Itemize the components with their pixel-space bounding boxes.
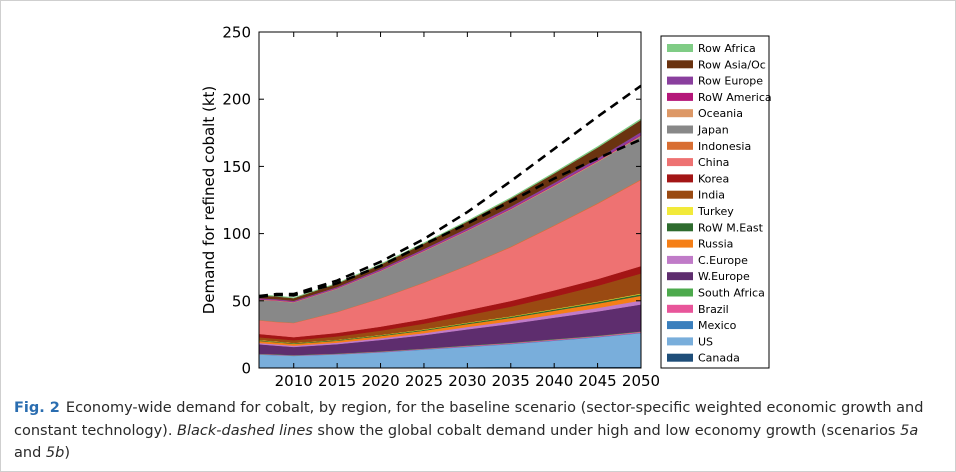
caption-scenario-a: 5a	[900, 422, 919, 439]
legend-label: RoW M.East	[698, 221, 764, 234]
legend-swatch	[667, 272, 693, 281]
y-axis-label: Demand for refined cobalt (kt)	[200, 86, 218, 315]
x-tick-label: 2035	[492, 372, 530, 390]
legend-label: Brazil	[698, 303, 729, 316]
y-tick-label: 250	[222, 24, 251, 42]
legend-label: RoW America	[698, 91, 772, 104]
legend-label: China	[698, 156, 729, 169]
legend-swatch	[667, 174, 693, 183]
legend-label: W.Europe	[698, 270, 750, 283]
x-tick-label: 2025	[405, 372, 443, 390]
legend-label: US	[698, 335, 713, 348]
legend-label: Oceania	[698, 107, 743, 120]
legend-label: Canada	[698, 352, 740, 365]
legend-label: Turkey	[697, 205, 734, 218]
legend-swatch	[667, 60, 693, 69]
caption-and: and	[14, 445, 46, 461]
plot-border	[258, 31, 642, 369]
legend-swatch	[667, 337, 693, 346]
dashed-line-high	[259, 84, 641, 298]
legend-swatch	[667, 158, 693, 167]
legend-label: India	[698, 189, 725, 202]
y-tick-label: 100	[222, 225, 251, 243]
y-tick-label: 150	[222, 158, 251, 176]
scenario-dashed-lines	[259, 84, 641, 299]
legend-swatch	[667, 141, 693, 150]
legend-label: Indonesia	[698, 140, 751, 153]
caption-text-1: Economy-wide demand for cobalt, by regio…	[14, 400, 924, 439]
legend-label: Row Asia/Oc	[698, 58, 766, 71]
x-tick-label: 2010	[275, 372, 313, 390]
x-tick-label: 2030	[448, 372, 486, 390]
stacked-area-chart: 0 50 100 150 200 250 2010 2015 2020 2025 2030 2035…	[200, 24, 772, 391]
legend-label: Mexico	[698, 319, 737, 332]
legend-swatch	[667, 223, 693, 232]
y-axis-ticks: 0 50 100 150 200 250	[222, 24, 641, 378]
legend-label: Korea	[698, 172, 729, 185]
legend-label: Row Europe	[698, 75, 763, 88]
area-layers	[259, 118, 641, 368]
caption-end: )	[64, 445, 70, 461]
legend-swatch	[667, 125, 693, 134]
legend-swatch	[667, 207, 693, 215]
legend-swatch	[667, 353, 693, 362]
legend-label: Row Africa	[698, 42, 756, 55]
legend-label: C.Europe	[698, 254, 748, 267]
legend-swatch	[667, 190, 693, 199]
x-axis-ticks: 2010 2015 2020 2025 2030 2035 2040 2045 2050	[275, 32, 660, 390]
x-tick-label: 2040	[535, 372, 573, 390]
y-tick-label: 50	[232, 292, 251, 310]
legend-label: Japan	[697, 124, 729, 137]
x-tick-label: 2020	[361, 372, 399, 390]
figure-label: Fig. 2	[14, 400, 60, 416]
x-tick-label: 2015	[318, 372, 356, 390]
dashed-line-low	[259, 138, 641, 299]
legend-swatch	[667, 92, 693, 101]
legend-swatch	[667, 304, 693, 313]
legend: Row Africa Row Asia/Oc Row Europe RoW Ameri…	[660, 35, 772, 369]
legend-swatch	[667, 288, 693, 297]
caption-italic: Black-dashed lines	[177, 422, 313, 439]
legend-swatch	[667, 239, 693, 248]
x-tick-label: 2050	[622, 372, 660, 390]
legend-swatch	[667, 255, 693, 264]
legend-label: Russia	[698, 238, 733, 251]
figure-caption: Fig. 2 Economy-wide demand for cobalt, by…	[14, 397, 944, 465]
legend-swatch	[667, 44, 693, 52]
legend-swatch	[667, 76, 693, 85]
legend-swatch	[667, 109, 693, 118]
caption-text-2: show the global cobalt demand under high…	[312, 422, 901, 439]
x-tick-label: 2045	[578, 372, 616, 390]
y-tick-label: 0	[241, 360, 251, 378]
y-tick-label: 200	[222, 91, 251, 109]
legend-swatch	[667, 321, 693, 330]
legend-label: South Africa	[698, 287, 765, 300]
caption-scenario-b: 5b	[45, 445, 65, 461]
